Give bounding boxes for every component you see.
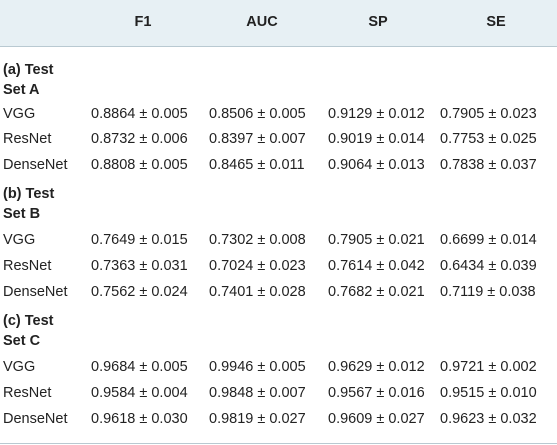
model-name: DenseNet <box>3 284 68 300</box>
header-f1: F1 <box>134 14 152 30</box>
group-title-line1: (b) Test <box>3 186 55 202</box>
se-value: 0.6434 ± 0.039 <box>440 258 537 274</box>
sp-value: 0.7614 ± 0.042 <box>328 258 425 274</box>
model-name: VGG <box>3 359 36 375</box>
table-row: ResNet 0.8732 ± 0.006 0.8397 ± 0.007 0.9… <box>0 128 557 152</box>
table-row: ResNet 0.7363 ± 0.031 0.7024 ± 0.023 0.7… <box>0 255 557 279</box>
auc-value: 0.9946 ± 0.005 <box>209 359 306 375</box>
model-name: VGG <box>3 232 36 248</box>
f1-value: 0.9618 ± 0.030 <box>91 411 188 427</box>
se-value: 0.7905 ± 0.023 <box>440 106 537 122</box>
auc-value: 0.9848 ± 0.007 <box>209 385 306 401</box>
sp-value: 0.9064 ± 0.013 <box>328 157 425 173</box>
group-title-line1: (a) Test <box>3 62 54 78</box>
sp-value: 0.9567 ± 0.016 <box>328 385 425 401</box>
model-name: VGG <box>3 106 36 122</box>
f1-value: 0.8864 ± 0.005 <box>91 106 188 122</box>
auc-value: 0.8465 ± 0.011 <box>209 157 305 173</box>
table-row: DenseNet 0.9618 ± 0.030 0.9819 ± 0.027 0… <box>0 408 557 432</box>
table-row: DenseNet 0.7562 ± 0.024 0.7401 ± 0.028 0… <box>0 281 557 305</box>
group-title-c: (c) Test Set C <box>3 311 54 351</box>
table-row: VGG 0.7649 ± 0.015 0.7302 ± 0.008 0.7905… <box>0 229 557 253</box>
sp-value: 0.9609 ± 0.027 <box>328 411 425 427</box>
auc-value: 0.7302 ± 0.008 <box>209 232 306 248</box>
f1-value: 0.9584 ± 0.004 <box>91 385 188 401</box>
sp-value: 0.9129 ± 0.012 <box>328 106 425 122</box>
se-value: 0.9623 ± 0.032 <box>440 411 537 427</box>
auc-value: 0.8506 ± 0.005 <box>209 106 306 122</box>
se-value: 0.9515 ± 0.010 <box>440 385 537 401</box>
header-se: SE <box>486 14 506 30</box>
auc-value: 0.7024 ± 0.023 <box>209 258 306 274</box>
group-title-line2: Set A <box>3 82 40 98</box>
auc-value: 0.9819 ± 0.027 <box>209 411 306 427</box>
model-name: DenseNet <box>3 157 68 173</box>
f1-value: 0.7363 ± 0.031 <box>91 258 188 274</box>
f1-value: 0.8808 ± 0.005 <box>91 157 188 173</box>
group-title-line2: Set B <box>3 206 41 222</box>
table-row: VGG 0.8864 ± 0.005 0.8506 ± 0.005 0.9129… <box>0 103 557 127</box>
group-title-line2: Set C <box>3 333 41 349</box>
f1-value: 0.7562 ± 0.024 <box>91 284 188 300</box>
sp-value: 0.9019 ± 0.014 <box>328 131 425 147</box>
model-name: ResNet <box>3 131 52 147</box>
table-bottom-rule <box>0 443 557 444</box>
table-row: VGG 0.9684 ± 0.005 0.9946 ± 0.005 0.9629… <box>0 356 557 380</box>
header-sp: SP <box>368 14 388 30</box>
f1-value: 0.8732 ± 0.006 <box>91 131 188 147</box>
se-value: 0.7753 ± 0.025 <box>440 131 537 147</box>
group-title-a: (a) Test Set A <box>3 60 54 100</box>
header-auc: AUC <box>246 14 278 30</box>
model-name: ResNet <box>3 385 52 401</box>
sp-value: 0.7682 ± 0.021 <box>328 284 425 300</box>
group-title-b: (b) Test Set B <box>3 184 54 224</box>
sp-value: 0.9629 ± 0.012 <box>328 359 425 375</box>
se-value: 0.7838 ± 0.037 <box>440 157 537 173</box>
se-value: 0.9721 ± 0.002 <box>440 359 537 375</box>
sp-value: 0.7905 ± 0.021 <box>328 232 425 248</box>
auc-value: 0.8397 ± 0.007 <box>209 131 306 147</box>
model-name: ResNet <box>3 258 52 274</box>
f1-value: 0.7649 ± 0.015 <box>91 232 188 248</box>
se-value: 0.7119 ± 0.038 <box>440 284 536 300</box>
table-header: F1 AUC SP SE <box>0 0 557 47</box>
se-value: 0.6699 ± 0.014 <box>440 232 537 248</box>
group-title-line1: (c) Test <box>3 313 54 329</box>
model-name: DenseNet <box>3 411 68 427</box>
f1-value: 0.9684 ± 0.005 <box>91 359 188 375</box>
table-row: DenseNet 0.8808 ± 0.005 0.8465 ± 0.011 0… <box>0 154 557 178</box>
table-row: ResNet 0.9584 ± 0.004 0.9848 ± 0.007 0.9… <box>0 382 557 406</box>
auc-value: 0.7401 ± 0.028 <box>209 284 306 300</box>
